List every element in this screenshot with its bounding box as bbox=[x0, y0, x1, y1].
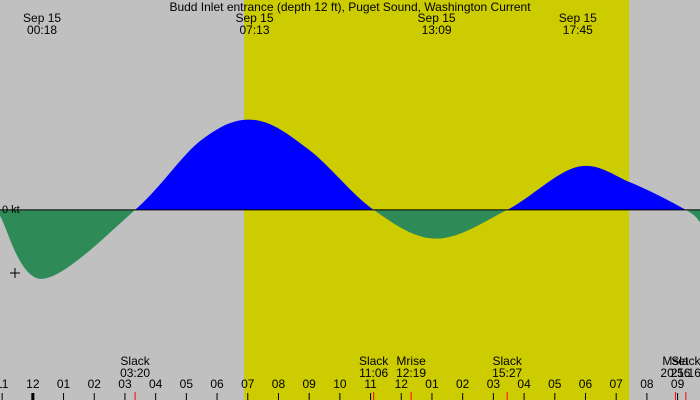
x-tick-label: 02 bbox=[88, 377, 102, 391]
x-tick-label: 12 bbox=[395, 377, 409, 391]
x-tick-label: 01 bbox=[57, 377, 71, 391]
event-time: 15:27 bbox=[492, 366, 522, 380]
x-tick-label: 03 bbox=[118, 377, 132, 391]
y-tick-label: 0 kt bbox=[2, 204, 20, 216]
x-tick-label: 10 bbox=[333, 377, 347, 391]
event-time: 11:06 bbox=[359, 366, 388, 380]
x-tick-label: 02 bbox=[456, 377, 470, 391]
event-label: Slack bbox=[671, 354, 700, 368]
x-tick-label: 04 bbox=[517, 377, 531, 391]
x-tick-label: 03 bbox=[487, 377, 501, 391]
extreme-time: 13:09 bbox=[422, 23, 452, 37]
x-tick-label: 09 bbox=[671, 377, 685, 391]
chart-title: Budd Inlet entrance (depth 12 ft), Puget… bbox=[169, 0, 531, 14]
event-time: 21:16 bbox=[671, 366, 700, 380]
extreme-date: Sep 15 bbox=[559, 11, 597, 25]
x-tick-label: 05 bbox=[180, 377, 194, 391]
extreme-date: Sep 15 bbox=[235, 11, 273, 25]
flood-area bbox=[0, 119, 700, 210]
x-tick-label: 08 bbox=[272, 377, 286, 391]
x-tick-label: 11 bbox=[364, 377, 377, 391]
event-label: Slack bbox=[120, 354, 150, 368]
event-time: 20:56 bbox=[660, 366, 690, 380]
x-tick-label: 05 bbox=[548, 377, 562, 391]
x-tick-label: 06 bbox=[210, 377, 224, 391]
extreme-time: 07:13 bbox=[240, 23, 270, 37]
x-tick-label: 01 bbox=[425, 377, 439, 391]
event-label: Slack bbox=[493, 354, 523, 368]
x-tick-label: 08 bbox=[640, 377, 654, 391]
crosshair bbox=[10, 268, 20, 278]
event-label: Mrise bbox=[396, 354, 426, 368]
extreme-time: 17:45 bbox=[563, 23, 593, 37]
event-label: Slack bbox=[359, 354, 389, 368]
x-tick-label: 07 bbox=[610, 377, 624, 391]
event-label: Mset bbox=[662, 354, 689, 368]
extreme-date: Sep 15 bbox=[418, 11, 456, 25]
x-tick-label: 12 bbox=[26, 377, 40, 391]
event-time: 12:19 bbox=[396, 366, 426, 380]
extreme-time: 00:18 bbox=[27, 23, 57, 37]
x-tick-label: 11 bbox=[0, 377, 9, 391]
extreme-date: Sep 15 bbox=[23, 11, 61, 25]
x-tick-label: 04 bbox=[149, 377, 163, 391]
x-tick-label: 06 bbox=[579, 377, 593, 391]
x-tick-label: 09 bbox=[302, 377, 316, 391]
ebb-area bbox=[0, 209, 700, 279]
event-time: 03:20 bbox=[120, 366, 150, 380]
x-tick-label: 07 bbox=[241, 377, 255, 391]
